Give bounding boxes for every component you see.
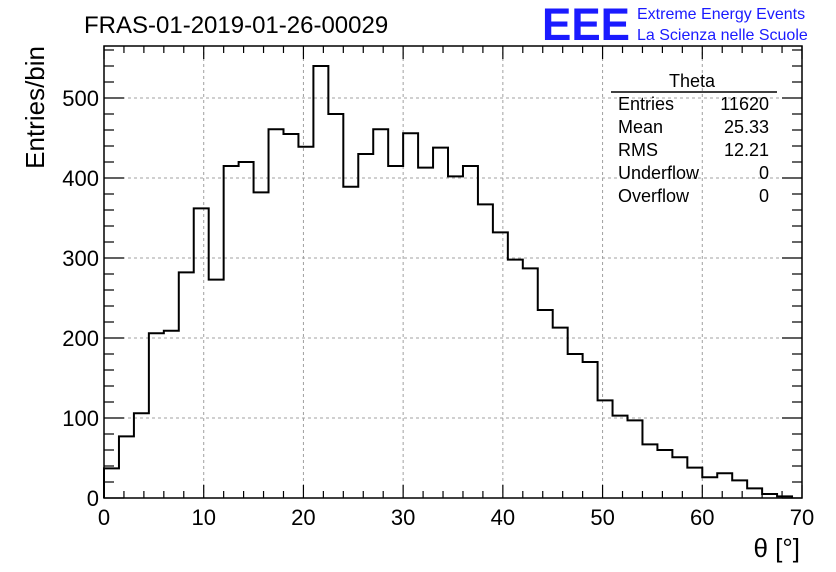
y-tick-label: 400 <box>62 166 99 191</box>
histogram-bin <box>313 66 328 498</box>
histogram-bin <box>254 192 269 498</box>
histogram-bin <box>119 436 134 498</box>
histogram-bin <box>508 260 523 498</box>
x-tick-label: 20 <box>291 505 315 530</box>
stats-value: 11620 <box>720 94 769 114</box>
histogram-bin <box>224 166 239 498</box>
histogram-bin <box>433 148 448 498</box>
histogram-bin <box>613 416 628 498</box>
x-tick-label: 60 <box>690 505 714 530</box>
logo-line-2: La Scienza nelle Scuole <box>637 27 808 44</box>
histogram-bin <box>747 488 762 498</box>
eee-logo-mark: EEE <box>542 0 630 50</box>
histogram-bin <box>672 457 687 498</box>
logo-line-1: Extreme Energy Events <box>637 6 805 23</box>
histogram-bin <box>269 129 284 498</box>
x-tick-label: 30 <box>391 505 415 530</box>
stats-label: Underflow <box>618 163 700 183</box>
stats-box-title: Theta <box>669 71 716 91</box>
y-axis-title: Entries/bin <box>20 46 50 169</box>
histogram-bin <box>553 328 568 498</box>
histogram-bin <box>134 413 149 498</box>
histogram-bin <box>298 147 313 498</box>
histogram-bin <box>373 129 388 498</box>
stats-label: Mean <box>618 117 663 137</box>
x-tick-label: 0 <box>98 505 110 530</box>
y-tick-label: 100 <box>62 406 99 431</box>
histogram-bin <box>568 354 583 498</box>
histogram-bin <box>149 333 164 498</box>
histogram-bin <box>448 176 463 498</box>
stats-label: RMS <box>618 140 658 160</box>
histogram-bin <box>194 208 209 498</box>
stats-value: 0 <box>759 163 769 183</box>
histogram-bin <box>583 362 598 498</box>
histogram-bin <box>283 134 298 498</box>
stats-box: Theta Entries 11620 Mean 25.33 RMS 12.21 Under… <box>611 71 777 206</box>
histogram-bin <box>418 168 433 498</box>
histogram-bin <box>657 450 672 498</box>
histogram-bin <box>179 272 194 498</box>
eee-logo: EEE Extreme Energy Events La Scienza nel… <box>542 0 808 50</box>
plot-frame <box>103 45 803 499</box>
x-tick-label: 70 <box>790 505 814 530</box>
stats-label: Overflow <box>618 186 690 206</box>
histogram-bin <box>463 166 478 498</box>
y-tick-label: 0 <box>87 486 99 511</box>
histogram-bin <box>598 400 613 498</box>
x-axis-title: θ [°] <box>753 533 800 563</box>
histogram-bin <box>478 204 493 498</box>
histogram-bin <box>164 331 179 498</box>
stats-value: 0 <box>759 186 769 206</box>
grid <box>104 46 802 498</box>
x-tick-label: 40 <box>491 505 515 530</box>
histogram-bin <box>104 468 119 498</box>
x-tick-label: 10 <box>191 505 215 530</box>
histogram-bin <box>717 473 732 498</box>
y-tick-label: 300 <box>62 246 99 271</box>
histogram-bin <box>687 468 702 498</box>
chart-title: FRAS-01-2019-01-26-00029 <box>84 12 388 39</box>
histogram <box>103 65 794 498</box>
histogram-outline <box>103 65 794 498</box>
y-tick-label: 500 <box>62 86 99 111</box>
histogram-bin <box>358 154 373 498</box>
y-tick-label: 200 <box>62 326 99 351</box>
histogram-bin <box>732 480 747 498</box>
axis-ticks: 0 10 20 30 40 50 60 70 0 100 200 300 400 500 <box>62 46 814 530</box>
histogram-bin <box>702 477 717 498</box>
plot-frame-box <box>103 45 803 499</box>
x-tick-label: 50 <box>590 505 614 530</box>
histogram-bin <box>642 444 657 498</box>
histogram-bin <box>388 166 403 498</box>
stats-value: 25.33 <box>724 117 769 137</box>
histogram-bin <box>493 232 508 498</box>
histogram-bin <box>209 280 224 498</box>
histogram-bin <box>328 114 343 498</box>
histogram-bin <box>628 420 643 498</box>
stats-label: Entries <box>618 94 674 114</box>
histogram-bin <box>403 133 418 498</box>
stats-value: 12.21 <box>724 140 769 160</box>
histogram-bin <box>239 162 254 498</box>
histogram-bin <box>523 268 538 498</box>
histogram-bin <box>343 187 358 498</box>
